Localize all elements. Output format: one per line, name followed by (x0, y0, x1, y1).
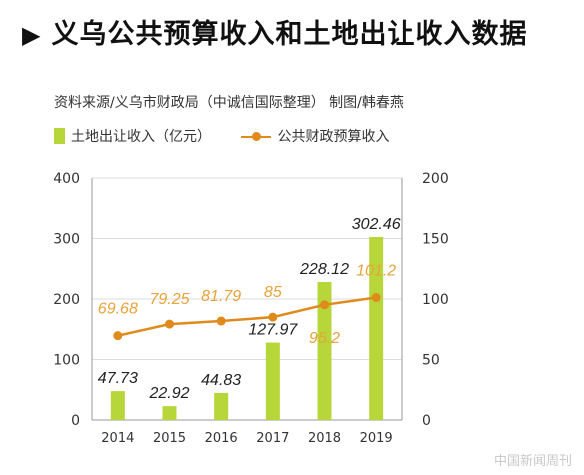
legend-bar-swatch (54, 128, 65, 144)
x-tick-label: 2019 (360, 431, 393, 446)
x-tick-label: 2017 (256, 431, 289, 446)
bar-data-label: 127.97 (248, 322, 298, 339)
bar (162, 406, 177, 420)
y-right-tick-label: 200 (422, 171, 449, 187)
title-marker: ▶ (22, 21, 42, 49)
legend: 土地出让收入（亿元） 公共财政预算收入 (54, 126, 415, 148)
line-point (165, 319, 174, 329)
line-data-label: 69.68 (98, 301, 138, 318)
bar-data-label: 47.73 (98, 370, 138, 387)
line-point (216, 316, 226, 326)
x-tick-label: 2015 (153, 431, 186, 446)
bar (369, 237, 384, 420)
y-left-tick-label: 400 (53, 171, 80, 187)
legend-item-line: 公共财政预算收入 (241, 126, 389, 146)
legend-line-swatch (241, 128, 272, 144)
bar-data-label: 228.12 (299, 261, 349, 278)
x-tick-label: 2016 (205, 431, 238, 446)
y-right-tick-label: 100 (422, 292, 449, 308)
y-right-tick-label: 0 (422, 413, 431, 429)
x-tick-label: 2018 (308, 431, 341, 446)
title-text: 义乌公共预算收入和土地出让收入数据 (51, 19, 528, 50)
x-tick-label: 2014 (101, 431, 134, 446)
y-left-tick-label: 300 (53, 232, 80, 248)
watermark: 中国新闻周刊 (493, 454, 572, 469)
bar (110, 391, 125, 420)
bar (317, 281, 332, 420)
bar-data-label: 44.83 (201, 372, 241, 389)
y-left-tick-label: 100 (53, 353, 80, 369)
line-data-label: 79.25 (149, 291, 189, 308)
legend-bar-label: 土地出让收入（亿元） (71, 129, 211, 145)
line-data-label: 95.2 (309, 330, 340, 347)
chart-title: ▶ 义乌公共预算收入和土地出让收入数据 (22, 12, 527, 51)
y-left-tick-label: 0 (71, 413, 80, 429)
line-data-label: 101.2 (356, 263, 396, 280)
line-series (117, 296, 377, 337)
bar (265, 342, 280, 420)
bar-data-label: 302.46 (352, 216, 401, 233)
bar-data-label: 22.92 (148, 385, 189, 402)
line-point (113, 331, 123, 341)
legend-line-label: 公共财政预算收入 (277, 129, 390, 145)
line-data-label: 81.79 (201, 288, 241, 305)
line-point (268, 312, 278, 322)
y-right-tick-label: 50 (422, 353, 440, 369)
line-data-label: 85 (264, 284, 282, 301)
legend-item-bar: 土地出让收入（亿元） (54, 126, 211, 146)
y-right-tick-label: 150 (422, 232, 449, 248)
y-left-tick-label: 200 (53, 292, 80, 308)
bar (214, 392, 229, 420)
line-point (320, 300, 329, 310)
source-note: 资料来源/义乌市财政局（中诚信国际整理） 制图/韩春燕 (54, 95, 404, 111)
line-point (371, 293, 381, 303)
